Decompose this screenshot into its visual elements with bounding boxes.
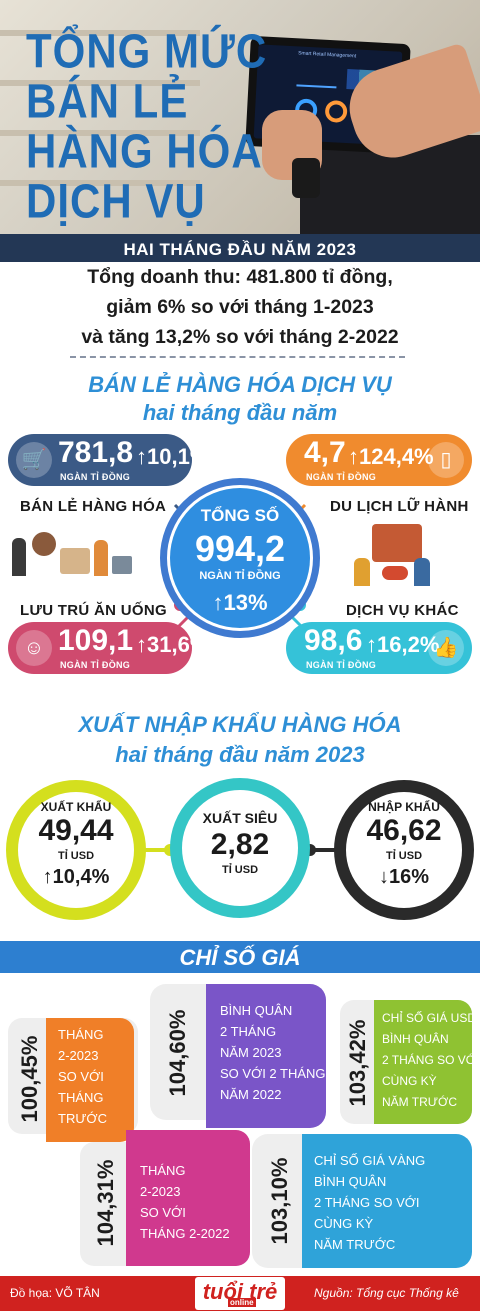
summary-line: giảm 6% so với tháng 1-2023 bbox=[106, 296, 374, 318]
shopping-illustration bbox=[12, 528, 132, 580]
surplus-value: 2,82 bbox=[210, 828, 270, 861]
period-band bbox=[0, 234, 480, 262]
shelf bbox=[0, 130, 200, 136]
thumbs-up-icon: 👍 bbox=[428, 630, 464, 666]
source-text: Nguồn: Tổng cục Thống kê bbox=[314, 1286, 459, 1300]
export-unit: TỈ USD bbox=[57, 850, 95, 862]
cpi-card-text: CHỈ SỐ GIÁ USD BÌNH QUÂN 2 THÁNG SO VỚI CÙN… bbox=[382, 1011, 480, 1109]
surplus-unit: TỈ USD bbox=[221, 864, 259, 876]
cpi-card-color bbox=[206, 984, 326, 1128]
credit-text: Đồ họa: VÕ TÂN bbox=[10, 1286, 100, 1300]
cpi-card-value: 103,42% bbox=[345, 1019, 370, 1107]
other-services-value: 98,6 bbox=[304, 624, 363, 657]
cpi-card-value: 104,60% bbox=[165, 1009, 190, 1097]
total-circle bbox=[170, 488, 310, 628]
cpi-card-value: 103,10% bbox=[267, 1157, 292, 1245]
export-label: XUẤT KHẨU bbox=[40, 800, 112, 814]
accommodation-unit: NGÀN TỈ ĐỒNG bbox=[60, 660, 131, 670]
travel-illustration bbox=[348, 524, 438, 588]
travel-pill: 4,7 NGÀN TỈ ĐỒNG ↑124,4% ▯ bbox=[286, 434, 472, 486]
cpi-card-value: 100,45% bbox=[17, 1035, 42, 1123]
trade-subtitle: hai tháng đầu năm 2023 bbox=[115, 742, 365, 767]
accommodation-label: LƯU TRÚ ĂN UỐNG bbox=[20, 602, 167, 619]
summary-line: Tổng doanh thu: 481.800 tỉ đồng, bbox=[87, 266, 393, 288]
cpi-card-text: BÌNH QUÂN 2 THÁNG NĂM 2023 SO VỚI 2 THÁNG NĂ… bbox=[220, 1003, 326, 1102]
import-label: NHẬP KHẨU bbox=[368, 800, 440, 814]
cart-icon: 🛒 bbox=[16, 442, 52, 478]
import-unit: TỈ USD bbox=[385, 850, 423, 862]
title-line: DỊCH VỤ bbox=[26, 174, 206, 229]
retail-goods-label: BÁN LẺ HÀNG HÓA bbox=[20, 498, 167, 515]
divider bbox=[70, 356, 405, 358]
other-services-pill: 98,6 NGÀN TỈ ĐỒNG ↑16,2% 👍 bbox=[286, 622, 472, 674]
accommodation-value: 109,1 bbox=[58, 624, 134, 657]
surplus-ring bbox=[170, 778, 310, 918]
cpi-card-value: 104,31% bbox=[93, 1159, 118, 1247]
retail-goods-pill: 🛒 781,8 NGÀN TỈ ĐỒNG ↑10,1% bbox=[8, 434, 209, 486]
travel-pct: ↑124,4% bbox=[348, 444, 434, 469]
cpi-band bbox=[0, 941, 480, 973]
import-pct: ↓16% bbox=[378, 866, 430, 888]
cpi-card-text: THÁNG 2-2023 SO VỚI THÁNG TRƯỚC bbox=[58, 1027, 107, 1126]
total-unit: NGÀN TỈ ĐỒNG bbox=[199, 570, 281, 582]
cpi-card-text: CHỈ SỐ GIÁ VÀNG BÌNH QUÂN 2 THÁNG SO VỚI CÙ… bbox=[314, 1153, 426, 1252]
tablet-header: Smart Retail Management bbox=[297, 50, 357, 60]
shelf bbox=[0, 80, 200, 86]
accommodation-pill: ☺ 109,1 NGÀN TỈ ĐỒNG ↑31,6% bbox=[8, 622, 209, 674]
total-pct: ↑13% bbox=[212, 590, 268, 615]
tablet-chart bbox=[296, 66, 338, 89]
summary-line: và tăng 13,2% so với tháng 2-2022 bbox=[81, 326, 399, 348]
logo-subtext: online bbox=[228, 1298, 256, 1307]
retail-goods-unit: NGÀN TỈ ĐỒNG bbox=[60, 472, 131, 482]
cpi-card-color bbox=[126, 1130, 250, 1266]
tablet-donut bbox=[324, 99, 348, 124]
total-value: 994,2 bbox=[194, 528, 286, 569]
cpi-card-color bbox=[374, 1000, 472, 1124]
retail-goods-pct: ↑10,1% bbox=[136, 444, 210, 469]
retail-goods-value: 781,8 bbox=[58, 436, 134, 469]
export-pct: ↑10,4% bbox=[42, 866, 110, 888]
travel-unit: NGÀN TỈ ĐỒNG bbox=[306, 472, 377, 482]
title-line: TỔNG MỨC bbox=[26, 24, 268, 79]
surplus-label: XUẤT SIÊU bbox=[202, 810, 278, 826]
other-services-label: DỊCH VỤ KHÁC bbox=[346, 602, 459, 619]
travel-label: DU LỊCH LỮ HÀNH bbox=[330, 498, 469, 515]
retail-subtitle: hai tháng đầu năm bbox=[142, 400, 338, 425]
cpi-card-color bbox=[46, 1018, 134, 1142]
phone-icon: ▯ bbox=[428, 442, 464, 478]
user-icon: ☺ bbox=[16, 630, 52, 666]
title-line: HÀNG HÓA bbox=[26, 124, 263, 179]
travel-value: 4,7 bbox=[304, 436, 346, 469]
export-value: 49,44 bbox=[38, 814, 114, 847]
shelf bbox=[0, 30, 200, 36]
retail-title: BÁN LẺ HÀNG HÓA DỊCH VỤ bbox=[88, 372, 392, 397]
cpi-card-text: THÁNG 2-2023 SO VỚI THÁNG 2-2022 bbox=[140, 1163, 230, 1241]
shelf bbox=[0, 180, 200, 186]
total-label: TỔNG SỐ bbox=[200, 506, 280, 525]
watch-illustration bbox=[292, 158, 320, 198]
cpi-title: CHỈ SỐ GIÁ bbox=[179, 945, 301, 970]
cpi-card-color bbox=[302, 1134, 472, 1268]
trade-title: XUẤT NHẬP KHẨU HÀNG HÓA bbox=[78, 712, 402, 737]
other-services-unit: NGÀN TỈ ĐỒNG bbox=[306, 660, 377, 670]
period-text: HAI THÁNG ĐẦU NĂM 2023 bbox=[123, 240, 357, 259]
title-line: BÁN LẺ bbox=[26, 74, 189, 129]
other-services-pct: ↑16,2% bbox=[366, 632, 440, 657]
import-value: 46,62 bbox=[366, 814, 442, 847]
accommodation-pct: ↑31,6% bbox=[136, 632, 210, 657]
